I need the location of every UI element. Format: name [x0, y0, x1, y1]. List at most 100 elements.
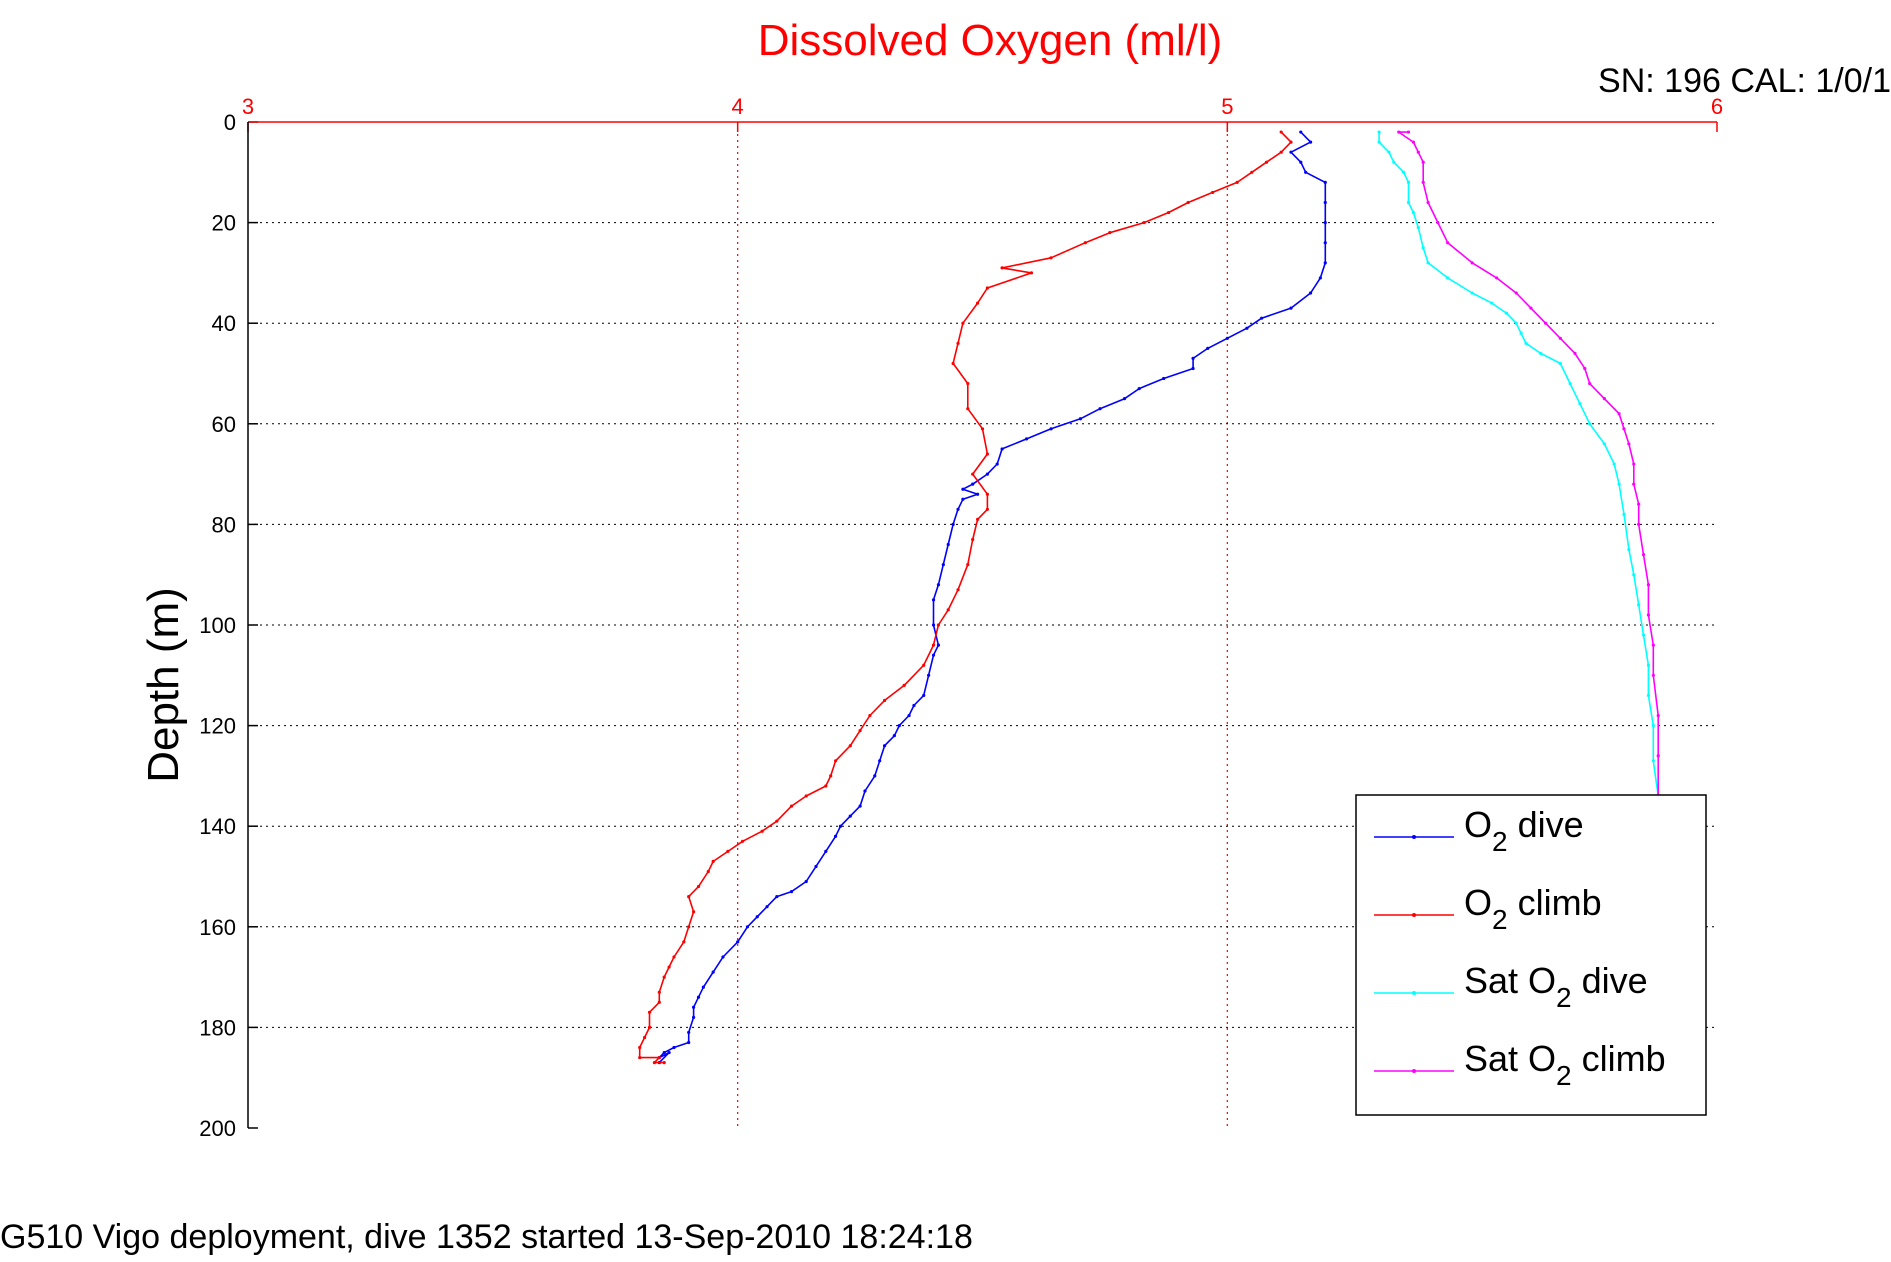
series-point-0	[1049, 427, 1053, 431]
series-point-3	[1421, 160, 1425, 164]
legend-box	[1355, 794, 1707, 1116]
series-point-1	[638, 1045, 642, 1050]
series-point-0	[1000, 447, 1004, 451]
series-point-2	[1514, 321, 1518, 325]
series-point-2	[1387, 150, 1391, 154]
y-tick-label: 100	[199, 613, 236, 638]
series-point-0	[946, 542, 950, 547]
series-point-0	[873, 774, 877, 778]
series-point-2	[1622, 512, 1626, 516]
series-point-2	[1411, 210, 1416, 215]
y-tick-label: 60	[212, 412, 236, 437]
data-series	[638, 130, 1660, 1065]
series-point-1	[657, 1055, 661, 1060]
series-point-3	[1421, 180, 1425, 184]
series-point-0	[1206, 346, 1210, 350]
series-point-0	[961, 497, 965, 501]
series-point-0	[927, 673, 931, 677]
series-point-1	[647, 1010, 652, 1014]
y-tick-label: 80	[212, 512, 236, 537]
series-point-0	[691, 1005, 696, 1009]
series-point-3	[1426, 200, 1430, 205]
chart-title: Dissolved Oxygen (ml/l)	[758, 16, 1223, 65]
y-tick-label: 140	[199, 814, 236, 839]
series-point-3	[1637, 502, 1641, 506]
series-point-1	[672, 955, 676, 959]
series-point-0	[1245, 326, 1249, 330]
series-point-0	[858, 804, 862, 808]
series-point-3	[1495, 276, 1499, 280]
series-point-0	[1098, 407, 1102, 411]
series-point-3	[1656, 754, 1660, 758]
series-point-0	[1122, 397, 1127, 401]
series-point-0	[931, 598, 936, 602]
series-point-2	[1524, 341, 1528, 345]
series-point-2	[1421, 246, 1425, 250]
series-point-1	[971, 537, 975, 542]
series-point-2	[1504, 311, 1509, 315]
series-point-1	[687, 925, 691, 929]
series-point-0	[1299, 130, 1303, 134]
series-point-1	[711, 859, 715, 864]
series-point-1	[956, 588, 960, 592]
axes	[247, 121, 1718, 1129]
series-point-3	[1627, 442, 1631, 446]
series-point-0	[922, 693, 926, 698]
series-point-0	[976, 492, 980, 496]
series-point-0	[775, 895, 779, 899]
series-point-0	[824, 849, 828, 853]
series-point-0	[892, 734, 896, 738]
series-point-1	[1000, 266, 1004, 270]
series-point-3	[1588, 381, 1592, 386]
series-point-3	[1397, 130, 1401, 134]
series-point-1	[834, 759, 838, 763]
series-point-3	[1544, 321, 1548, 325]
series-point-2	[1377, 130, 1381, 134]
series-point-2	[1651, 759, 1655, 763]
series-point-1	[848, 744, 852, 748]
series-point-0	[1323, 200, 1327, 205]
series-point-1	[691, 910, 696, 914]
y-tick-label: 40	[212, 311, 236, 336]
series-point-0	[721, 955, 725, 959]
legend-swatch-marker	[1412, 1069, 1416, 1073]
series-point-1	[1049, 256, 1053, 260]
legend: O2 dive O2 climb Sat O2 dive Sat O2 climb	[1355, 794, 1707, 1116]
series-point-0	[1225, 336, 1229, 340]
series-point-0	[1024, 437, 1029, 441]
series-point-1	[1235, 180, 1239, 184]
series-point-0	[971, 482, 975, 486]
legend-label: Sat O2 dive	[1464, 960, 1648, 1013]
series-point-2	[1406, 180, 1411, 184]
legend-label: O2 dive	[1464, 804, 1584, 857]
series-point-2	[1406, 200, 1411, 205]
series-point-1	[1166, 210, 1171, 215]
series-point-0	[804, 879, 808, 884]
series-point-0	[691, 1015, 696, 1019]
series-point-2	[1519, 331, 1523, 335]
series-point-1	[976, 517, 980, 521]
series-point-2	[1651, 724, 1655, 728]
y-axis-label: Depth (m)	[139, 587, 188, 783]
series-point-1	[682, 940, 686, 944]
series-point-2	[1558, 361, 1562, 366]
series-point-1	[985, 286, 989, 290]
series-point-2	[1392, 160, 1396, 164]
series-point-0	[1323, 221, 1327, 225]
series-point-0	[745, 925, 750, 929]
series-point-0	[1323, 241, 1327, 245]
series-point-0	[1308, 140, 1313, 144]
series-point-1	[657, 1000, 661, 1004]
series-point-0	[765, 905, 769, 909]
series-point-2	[1588, 422, 1592, 426]
series-point-3	[1641, 552, 1646, 557]
series-point-1	[829, 774, 833, 778]
series-point-0	[1323, 261, 1327, 265]
series-point-1	[775, 819, 779, 823]
series-point-2	[1627, 547, 1631, 552]
series-point-1	[647, 1025, 652, 1029]
series-point-2	[1578, 402, 1582, 406]
series-point-1	[902, 683, 906, 687]
series-point-0	[1323, 180, 1327, 184]
